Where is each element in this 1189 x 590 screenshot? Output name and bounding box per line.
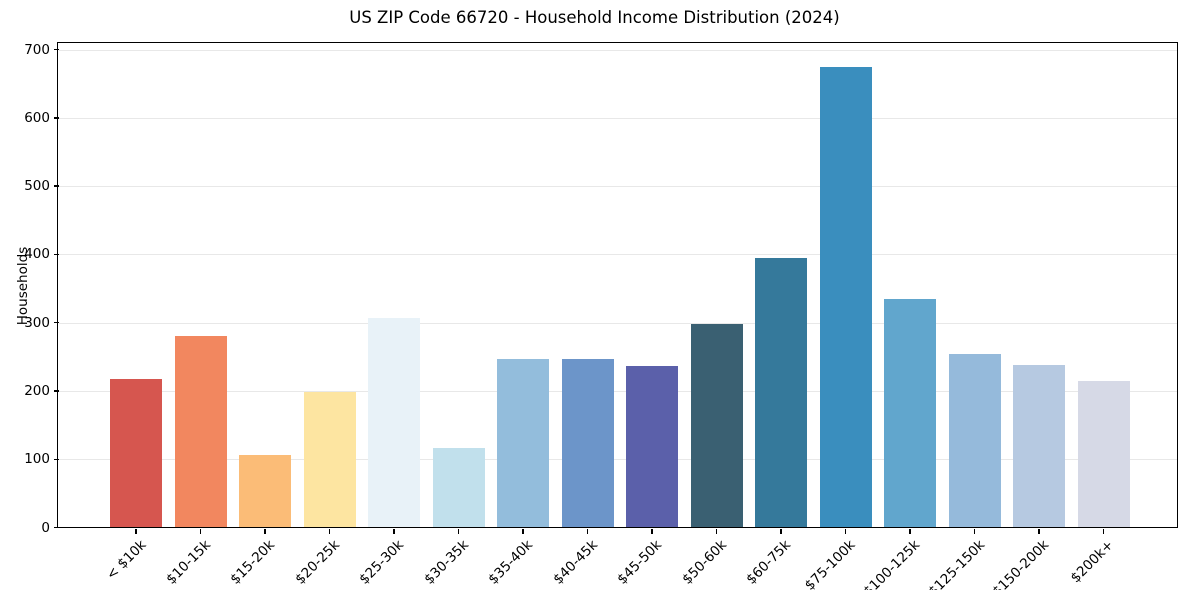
bar-$200k+ (1077, 380, 1130, 528)
bar-$150-200k (1013, 365, 1065, 528)
x-tick-mark (780, 528, 782, 534)
gridline (59, 254, 1177, 256)
bar-$20-25k (303, 391, 356, 528)
x-tick-label: $40-45k (550, 536, 601, 588)
y-tick-mark (53, 117, 59, 119)
x-tick-mark (199, 528, 202, 534)
x-tick-mark (651, 528, 653, 534)
x-tick-mark (973, 528, 976, 534)
y-tick-label: 300 (24, 314, 50, 331)
y-tick-mark (53, 526, 59, 529)
gridline (59, 49, 1177, 51)
x-tick-label: $60-75k (743, 536, 795, 588)
y-tick-mark (53, 185, 59, 187)
x-tick-mark (328, 528, 331, 534)
x-tick-mark (844, 528, 847, 534)
y-tick-label: 500 (24, 178, 50, 195)
x-tick-mark (522, 528, 524, 534)
bar-$35-40k (497, 358, 549, 528)
x-tick-label: $50-60k (679, 536, 730, 588)
bar-$15-20k (239, 455, 291, 528)
y-tick-label: 100 (24, 451, 50, 468)
bar-$100-125k (884, 298, 936, 528)
x-tick-mark (264, 528, 266, 534)
x-tick-mark (457, 528, 460, 534)
x-tick-label: $10-15k (163, 536, 214, 588)
bar-$75-100k (819, 66, 872, 528)
y-tick-label: 200 (24, 382, 50, 399)
y-tick-mark (53, 253, 59, 256)
bar-$30-35k (432, 448, 485, 528)
y-tick-mark (53, 458, 59, 460)
x-tick-label: $35-40k (485, 536, 537, 588)
bar-$10-15k (174, 335, 227, 528)
bar-< $10k (110, 378, 162, 528)
bar-$50-60k (690, 324, 743, 528)
x-tick-mark (393, 528, 395, 534)
x-tick-label: $20-25k (292, 536, 343, 588)
bar-$60-75k (755, 257, 807, 528)
y-tick-mark (53, 390, 59, 392)
y-tick-label: 0 (41, 519, 50, 536)
x-tick-mark (586, 528, 589, 534)
bar-$25-30k (368, 317, 420, 528)
x-tick-label: $125-150k (925, 536, 988, 590)
gridline (59, 390, 1177, 392)
x-tick-label: $15-20k (227, 536, 279, 588)
x-tick-label: $75-100k (802, 536, 859, 590)
x-tick-mark (715, 528, 718, 534)
gridline (59, 186, 1177, 188)
y-tick-mark (53, 322, 59, 324)
x-tick-label: $150-200k (989, 536, 1053, 590)
x-tick-label: $200k+ (1067, 536, 1117, 586)
bar-$125-150k (948, 354, 1001, 528)
x-tick-mark (1038, 528, 1040, 534)
gridline (59, 117, 1177, 119)
x-tick-label: $30-35k (421, 536, 472, 588)
y-tick-label: 600 (24, 109, 50, 126)
bar-$40-45k (561, 358, 614, 528)
y-tick-label: 400 (24, 246, 50, 263)
x-tick-label: $100-125k (860, 536, 924, 590)
x-tick-mark (1102, 528, 1105, 534)
plot-area (59, 44, 1177, 528)
gridline (59, 322, 1177, 324)
x-tick-label: < $10k (103, 536, 150, 583)
y-tick-mark (53, 48, 59, 51)
x-tick-label: $45-50k (614, 536, 666, 588)
chart-title: US ZIP Code 66720 - Household Income Dis… (349, 8, 840, 27)
x-tick-mark (135, 528, 137, 534)
x-tick-label: $25-30k (356, 536, 408, 588)
y-tick-label: 700 (24, 41, 50, 58)
bar-$45-50k (626, 365, 678, 528)
gridline (59, 459, 1177, 461)
x-tick-mark (909, 528, 911, 534)
